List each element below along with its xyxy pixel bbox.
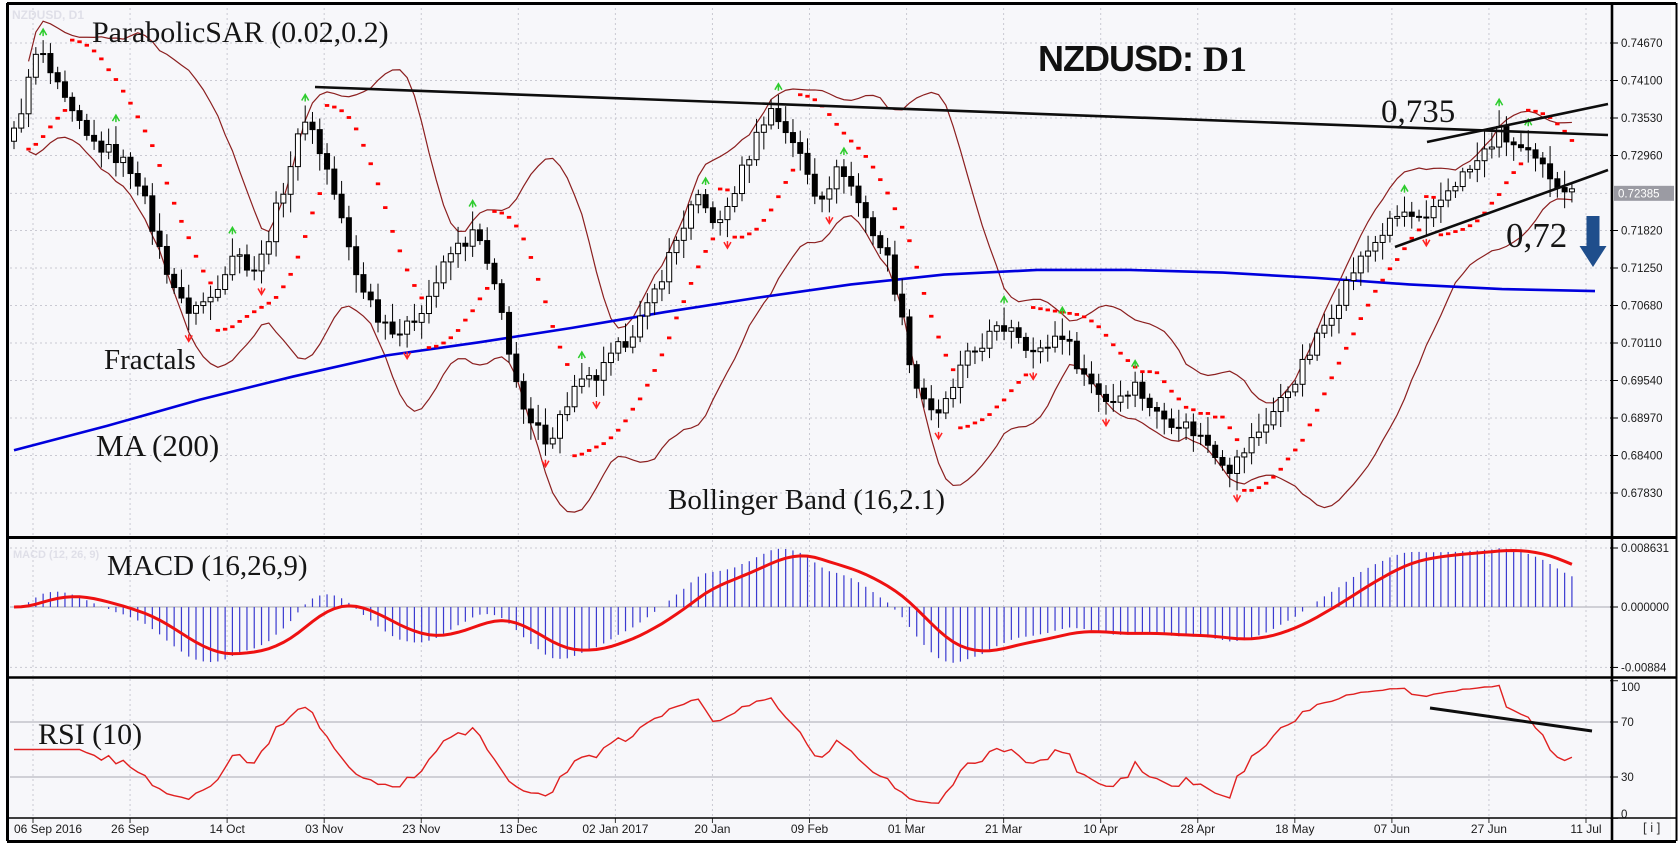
macd-watermark: MACD (12, 26, 9) <box>13 549 100 561</box>
symbol-watermark: NZDUSD, D1 <box>12 8 85 22</box>
wedge-upper[interactable] <box>1426 102 1609 144</box>
support-level-label: 0,72 <box>1506 216 1568 255</box>
svg-text:14 Oct: 14 Oct <box>209 822 245 836</box>
svg-text:0.71820: 0.71820 <box>1621 225 1663 237</box>
svg-text:26 Sep: 26 Sep <box>111 822 149 836</box>
svg-text:21 Mar: 21 Mar <box>985 822 1022 836</box>
title-symbol: NZDUSD: <box>1038 38 1194 79</box>
fractals-label: Fractals <box>104 344 196 376</box>
svg-text:10 Apr: 10 Apr <box>1083 822 1118 836</box>
svg-text:28 Apr: 28 Apr <box>1180 822 1215 836</box>
svg-text:0.73530: 0.73530 <box>1621 113 1663 125</box>
rsi-layer <box>14 684 1573 804</box>
ma200-line <box>13 268 1596 452</box>
svg-text:0.68400: 0.68400 <box>1621 450 1663 462</box>
svg-text:0.68970: 0.68970 <box>1621 413 1663 425</box>
svg-text:0.74100: 0.74100 <box>1621 76 1663 88</box>
ma-label: MA (200) <box>96 428 220 463</box>
svg-text:0.72385: 0.72385 <box>1618 188 1660 200</box>
descending-resistance[interactable] <box>314 85 1609 137</box>
svg-text:11 Jul: 11 Jul <box>1570 822 1601 836</box>
macd-layer <box>13 548 1573 663</box>
axis-labels: 0.74670 0.74100 0.73530 0.72960 0.71820 0.712… <box>14 38 1674 836</box>
svg-text:03 Nov: 03 Nov <box>305 822 343 836</box>
wedge-lower[interactable] <box>1394 168 1609 249</box>
resistance-level-label: 0,735 <box>1381 94 1456 130</box>
svg-text:0.70110: 0.70110 <box>1621 338 1662 350</box>
svg-text:23 Nov: 23 Nov <box>402 822 440 836</box>
svg-text:20 Jan: 20 Jan <box>694 822 730 836</box>
scroll-to-end-button[interactable]: [ i ] <box>1643 820 1661 835</box>
svg-text:0.67830: 0.67830 <box>1621 488 1663 500</box>
svg-text:01 Mar: 01 Mar <box>888 822 925 836</box>
annotations-layer <box>314 85 1609 733</box>
svg-text:70: 70 <box>1621 717 1634 729</box>
svg-text:18 May: 18 May <box>1275 822 1314 836</box>
svg-text:-0.00884: -0.00884 <box>1621 662 1667 674</box>
macd-label: MACD (16,26,9) <box>107 550 308 582</box>
svg-text:06 Sep 2016: 06 Sep 2016 <box>14 822 82 836</box>
title-timeframe: D1 <box>1202 39 1247 79</box>
svg-text:0.000000: 0.000000 <box>1621 602 1669 614</box>
svg-text:0.71250: 0.71250 <box>1621 263 1663 275</box>
chart-title: NZDUSD: D1 <box>1038 38 1247 80</box>
svg-text:09 Feb: 09 Feb <box>791 822 829 836</box>
grid-layer <box>10 8 1610 823</box>
parabolic-sar-dots <box>26 38 1575 492</box>
rsi-label: RSI (10) <box>38 718 143 751</box>
rsi-trendline[interactable] <box>1429 706 1593 733</box>
svg-text:0.72960: 0.72960 <box>1621 151 1663 163</box>
svg-text:100: 100 <box>1621 682 1640 694</box>
sell-signal-arrow-icon[interactable] <box>1579 216 1607 267</box>
candles-layer <box>11 40 1575 491</box>
svg-text:0.70680: 0.70680 <box>1621 301 1663 313</box>
svg-text:13 Dec: 13 Dec <box>499 822 537 836</box>
svg-text:02 Jan 2017: 02 Jan 2017 <box>582 822 648 836</box>
svg-text:07 Jun: 07 Jun <box>1374 822 1410 836</box>
svg-text:0.74670: 0.74670 <box>1621 38 1663 50</box>
current-price-badge <box>1614 185 1674 201</box>
frame-layer <box>6 2 1678 843</box>
svg-text:0.69540: 0.69540 <box>1621 375 1663 387</box>
svg-text:0: 0 <box>1621 809 1627 821</box>
svg-text:0.008631: 0.008631 <box>1621 543 1669 555</box>
svg-text:30: 30 <box>1621 772 1634 784</box>
bollinger-label: Bollinger Band (16,2.1) <box>668 484 946 516</box>
fractals-layer <box>38 27 1533 503</box>
parabolic-sar-label: ParabolicSAR (0.02,0.2) <box>92 16 389 49</box>
svg-text:27 Jun: 27 Jun <box>1471 822 1507 836</box>
